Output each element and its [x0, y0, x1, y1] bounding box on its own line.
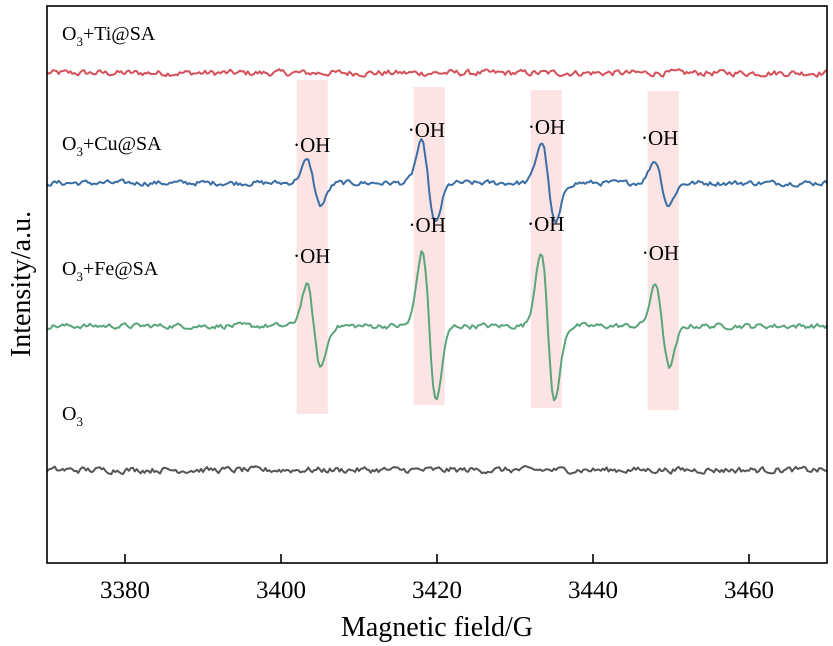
x-tick-label: 3440 — [568, 577, 618, 604]
series-line — [46, 250, 828, 402]
x-tick-label: 3420 — [412, 577, 462, 604]
peak-label: ·OH — [408, 118, 445, 142]
series-label: O3 — [62, 403, 83, 429]
series-label: O3+Fe@SA — [62, 258, 159, 284]
peak-label: ·OH — [642, 241, 679, 265]
peak-label: ·OH — [409, 213, 446, 237]
x-tick-label: 3380 — [100, 577, 150, 604]
highlight-band — [413, 87, 445, 405]
peak-label: ·OH — [528, 115, 565, 139]
peak-label: ·OH — [641, 126, 678, 150]
x-tick-label: 3400 — [256, 577, 306, 604]
y-axis-title: Intensity/a.u. — [6, 211, 37, 357]
series-traces — [46, 68, 828, 476]
series-label: O3+Ti@SA — [62, 23, 156, 49]
x-tick-label: 3460 — [724, 577, 774, 604]
peak-label: ·OH — [293, 133, 330, 157]
series-line — [46, 68, 828, 78]
series-labels: O3+Ti@SA O3+Cu@SA ·OH ·OH ·OH ·OH O3+Fe@SA ·OH ·… — [62, 23, 679, 429]
peak-label: ·OH — [293, 244, 330, 268]
highlight-bands — [296, 80, 679, 414]
series-label: O3+Cu@SA — [62, 133, 162, 159]
x-axis-title: Magnetic field/G — [341, 612, 533, 643]
series-line — [46, 138, 828, 224]
x-axis-ticks: 3380 3400 3420 3440 3460 — [100, 554, 774, 604]
peak-label: ·OH — [527, 212, 564, 236]
series-line — [46, 465, 828, 476]
highlight-band — [530, 90, 562, 408]
highlight-band — [296, 80, 328, 414]
